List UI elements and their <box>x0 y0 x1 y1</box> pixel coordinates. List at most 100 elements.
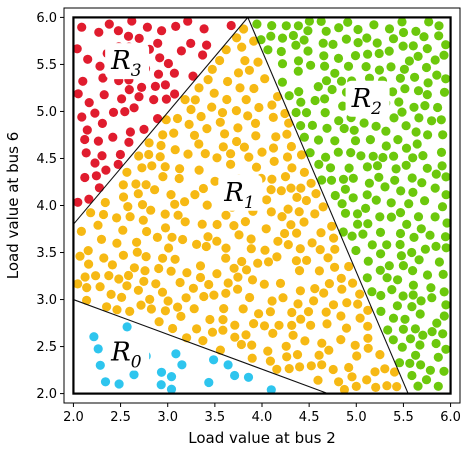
scatter-point <box>139 124 149 134</box>
scatter-point <box>371 382 381 392</box>
scatter-point <box>232 33 242 43</box>
scatter-point <box>389 367 400 377</box>
scatter-point <box>259 321 270 331</box>
scatter-point <box>133 285 143 295</box>
scatter-point <box>97 118 107 128</box>
scatter-point <box>194 165 204 175</box>
scatter-point <box>422 90 432 100</box>
scatter-point <box>178 234 188 245</box>
scatter-point <box>141 252 151 262</box>
scatter-point <box>405 358 415 368</box>
scatter-point <box>338 227 348 237</box>
scatter-point <box>277 59 288 69</box>
scatter-point <box>363 333 373 343</box>
region-label: R2 <box>351 84 382 119</box>
scatter-point <box>268 112 278 122</box>
scatter-point <box>253 57 263 67</box>
scatter-point <box>299 35 309 45</box>
scatter-point <box>129 263 139 273</box>
scatter-point <box>336 273 346 283</box>
scatter-point <box>418 151 428 161</box>
scatter-point <box>292 228 302 238</box>
scatter-point <box>112 305 122 315</box>
scatter-point <box>359 118 369 128</box>
scatter-point <box>375 227 386 237</box>
axes: 2.0 2.5 3.0 3.5 4.0 4.5 5.0 5.5 6.0 2.0 2.5 3.0 3.5 4… <box>36 7 461 425</box>
scatter-point <box>233 123 243 133</box>
scatter-point <box>107 260 117 270</box>
x-tick-label: 4.0 <box>252 410 273 425</box>
scatter-point <box>241 330 251 340</box>
scatter-point <box>78 76 88 86</box>
scatter-point <box>421 375 432 385</box>
scatter-point <box>192 324 202 334</box>
scatter-point <box>328 39 338 50</box>
scatter-point <box>434 31 444 41</box>
scatter-point <box>300 336 310 346</box>
scatter-point <box>156 380 166 390</box>
scatter-point <box>408 266 418 276</box>
scatter-point <box>362 273 372 283</box>
scatter-point <box>350 136 361 146</box>
scatter-point <box>321 26 331 36</box>
region-label-backdrop <box>345 80 390 117</box>
scatter-point <box>316 16 326 26</box>
scatter-point <box>218 315 228 325</box>
scatter-point <box>263 45 273 55</box>
scatter-point <box>296 121 306 131</box>
region-label-backdrop <box>218 174 263 211</box>
scatter-point <box>292 350 303 360</box>
scatter-point <box>393 135 403 145</box>
scatter-point <box>423 78 433 88</box>
scatter-point <box>439 366 449 376</box>
scatter-point <box>436 147 447 157</box>
scatter-point <box>75 251 85 261</box>
scatter-point <box>353 299 363 309</box>
scatter-point <box>328 300 339 310</box>
scatter-point <box>139 276 149 286</box>
scatter-point <box>263 257 274 267</box>
scatter-point <box>177 360 187 370</box>
scatter-point <box>392 301 402 311</box>
scatter-point <box>299 167 309 177</box>
scatter-point <box>84 259 94 269</box>
scatter-point <box>343 61 354 71</box>
scatter-point <box>181 293 191 303</box>
scatter-point <box>82 125 92 135</box>
scatter-point <box>73 197 83 207</box>
scatter-point <box>234 230 244 240</box>
scatter-point <box>438 130 448 140</box>
scatter-point <box>396 186 406 196</box>
scatter-point <box>363 256 373 266</box>
scatter-point <box>422 163 432 173</box>
scatter-point <box>395 239 405 250</box>
scatter-point <box>299 217 309 227</box>
scatter-point <box>316 228 326 238</box>
scatter-point <box>339 123 349 134</box>
scatter-point <box>361 62 371 72</box>
scatter-point <box>122 322 132 332</box>
region-frame <box>72 16 452 395</box>
scatter-point <box>419 32 429 42</box>
scatter-point <box>327 84 337 95</box>
scatter-point <box>287 307 297 318</box>
scatter-point <box>399 64 409 74</box>
scatter-point <box>222 94 232 105</box>
scatter-point <box>212 153 222 163</box>
scatter-point <box>218 325 228 335</box>
scatter-point <box>163 58 173 69</box>
scatter-point <box>409 102 419 112</box>
scatter-point <box>439 287 449 297</box>
scatter-point <box>415 340 425 350</box>
y-tick-label: 5.5 <box>36 58 57 73</box>
scatter-point <box>295 286 305 296</box>
scatter-point <box>282 152 293 162</box>
scatter-point <box>306 361 316 371</box>
scatter-point <box>306 178 316 188</box>
scatter-point <box>180 197 190 207</box>
scatter-point <box>170 254 180 264</box>
scatter-point <box>263 346 273 356</box>
scatter-point <box>73 279 83 289</box>
scatter-point <box>137 82 147 92</box>
scatter-point <box>257 147 267 157</box>
